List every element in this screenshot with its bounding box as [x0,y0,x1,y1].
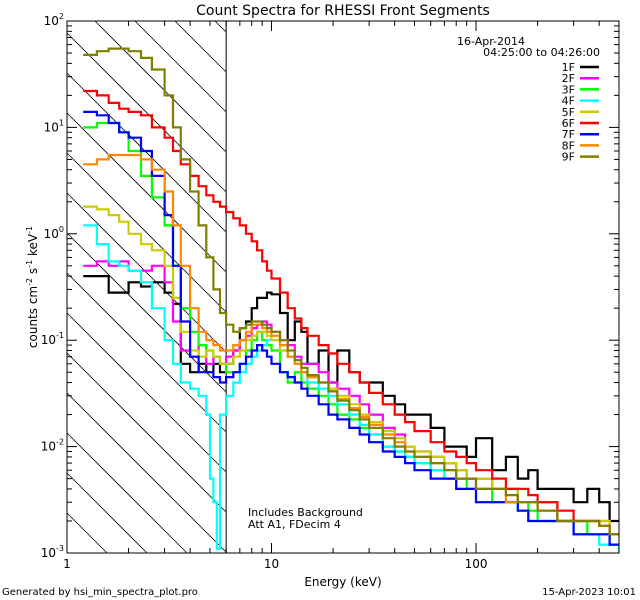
series-layer [83,47,619,553]
time-range-label: 04:25:00 to 04:26:00 [483,46,600,59]
axes-layer: 1 10 100 10-3 10-2 10-1 100 101 102 [41,12,620,571]
y-tick-label: 10-1 [41,331,64,347]
hatch-line-1 [66,472,148,554]
plot-frame [66,20,620,554]
x-axis-label: Energy (keV) [304,575,381,589]
date-label: 16-Apr-2014 [457,35,525,48]
hatched-region [66,20,227,554]
hatch-line-16 [214,20,227,33]
series-line-9F [83,47,619,536]
y-tick-label: 102 [44,12,64,28]
legend-label-6F: 6F [562,117,575,130]
legend-label-5F: 5F [562,106,575,119]
hatch-line-12 [66,32,227,193]
legend-label-8F: 8F [562,139,575,152]
legend-label-4F: 4F [562,95,575,108]
hatch-line-9 [66,152,227,313]
hatch-line-4 [66,352,227,513]
hatch-line-6 [66,272,227,433]
x-tick-label: 1 [63,557,71,571]
hatch-line-0 [66,512,108,554]
y-tick-label: 100 [44,225,64,241]
hatch-line-5 [66,312,227,473]
legend-label-7F: 7F [562,128,575,141]
hatch-line-10 [66,112,227,273]
hatch-line-13 [94,20,227,153]
annotation-background: Includes Background [248,506,363,519]
legend-label-9F: 9F [562,151,575,164]
x-tick-label: 100 [465,557,488,571]
chart-title: Count Spectra for RHESSI Front Segments [196,3,490,19]
timestamp-label: 15-Apr-2023 10:01 [542,587,636,598]
hatch-line-14 [134,20,227,113]
legend-label-3F: 3F [562,83,575,96]
hatch-line-2 [66,432,188,554]
hatch-line-15 [174,20,227,73]
hatch-line-3 [66,392,227,553]
series-line-7F [83,110,619,546]
y-tick-label: 10-3 [41,544,64,560]
y-tick-label: 10-2 [41,438,64,454]
legend-label-2F: 2F [562,72,575,85]
y-axis-label: counts cm-2 s-1 keV-1 [25,226,40,348]
generated-by-label: Generated by hsi_min_spectra_plot.pro [2,587,198,598]
legend-label-1F: 1F [562,61,575,74]
y-tick-label: 101 [44,118,64,134]
annotation-attenuator: Att A1, FDecim 4 [248,518,341,531]
x-tick-label: 10 [264,557,279,571]
